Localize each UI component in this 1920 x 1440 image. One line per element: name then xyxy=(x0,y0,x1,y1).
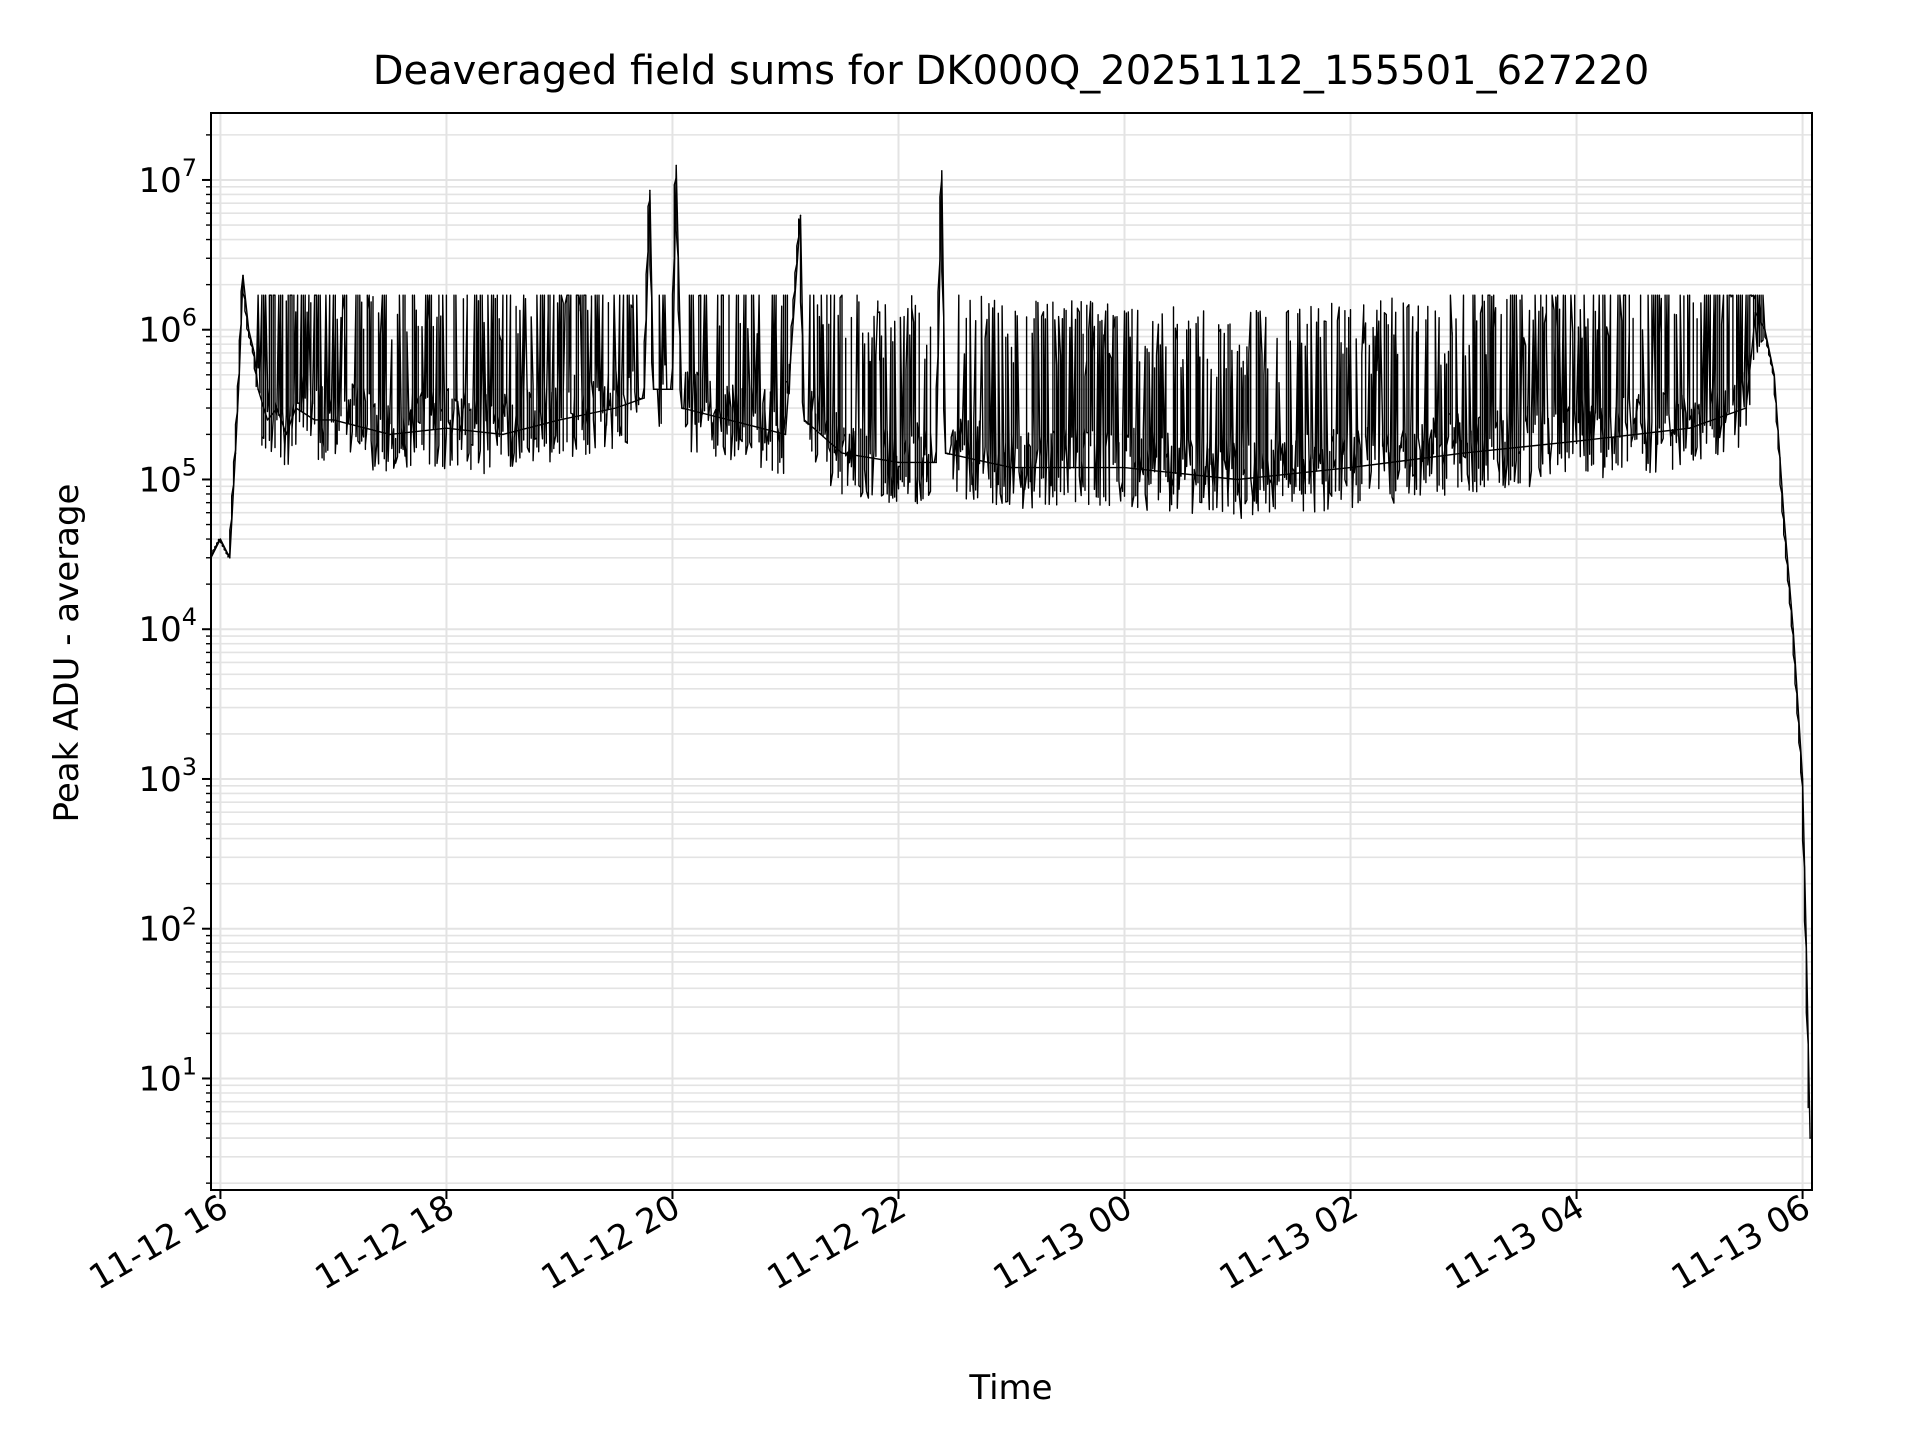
data-point xyxy=(1764,328,1766,331)
data-point xyxy=(1801,778,1804,780)
data-point xyxy=(1575,440,1578,443)
data-point xyxy=(445,427,448,430)
data-point xyxy=(313,419,316,421)
y-tick-label: 103 xyxy=(138,753,197,800)
data-point xyxy=(1754,311,1757,314)
data-point xyxy=(1809,1137,1811,1139)
chart-title: Deaveraged field sums for DK000Q_2025111… xyxy=(373,48,1650,94)
data-point xyxy=(1782,511,1785,514)
data-point xyxy=(389,433,391,436)
data-point xyxy=(332,419,335,421)
y-tick-label: 101 xyxy=(138,1052,197,1099)
x-axis-label: Time xyxy=(968,1368,1052,1408)
data-point xyxy=(1236,478,1239,481)
data-point xyxy=(784,433,787,436)
y-tick-label: 104 xyxy=(138,603,197,650)
data-point xyxy=(502,433,504,436)
y-tick-label: 102 xyxy=(138,903,197,950)
y-axis-label: Peak ADU - average xyxy=(47,484,87,823)
data-point xyxy=(681,407,683,409)
data-point xyxy=(1688,427,1691,430)
data-point xyxy=(941,170,943,172)
data-point xyxy=(257,388,259,391)
data-point xyxy=(1792,628,1794,630)
data-point xyxy=(1773,374,1776,376)
data-point xyxy=(1123,466,1126,469)
data-point xyxy=(1745,407,1747,409)
data-point xyxy=(558,419,561,421)
data-point xyxy=(944,452,947,454)
data-point xyxy=(219,538,222,540)
data-point xyxy=(266,419,269,421)
data-point xyxy=(615,407,617,409)
y-tick-label: 106 xyxy=(138,304,197,351)
data-point xyxy=(253,352,256,354)
data-point xyxy=(841,452,843,454)
y-tick-label: 105 xyxy=(138,453,197,500)
data-point xyxy=(1462,452,1465,454)
data-point xyxy=(285,433,288,436)
data-point xyxy=(242,274,244,277)
data-point xyxy=(247,328,250,331)
data-point xyxy=(935,461,937,464)
data-point xyxy=(643,397,645,399)
data-point xyxy=(1349,466,1352,469)
data-point xyxy=(649,189,651,192)
data-point xyxy=(675,164,677,167)
data-point xyxy=(897,461,900,464)
data-point xyxy=(799,214,802,217)
plot-frame xyxy=(210,112,1813,1191)
data-point xyxy=(276,407,278,409)
series-trace xyxy=(210,177,1809,1109)
data-point xyxy=(803,419,806,421)
data-point xyxy=(1010,466,1013,469)
data-point xyxy=(1805,942,1808,944)
data-point xyxy=(295,407,297,409)
data-point xyxy=(671,388,674,391)
data-point xyxy=(234,452,237,454)
y-tick-label: 107 xyxy=(138,154,197,201)
data-point xyxy=(238,374,241,376)
data-point xyxy=(652,388,655,391)
data-point xyxy=(728,419,730,421)
data-point xyxy=(229,557,231,559)
series-layer xyxy=(210,164,1811,1139)
